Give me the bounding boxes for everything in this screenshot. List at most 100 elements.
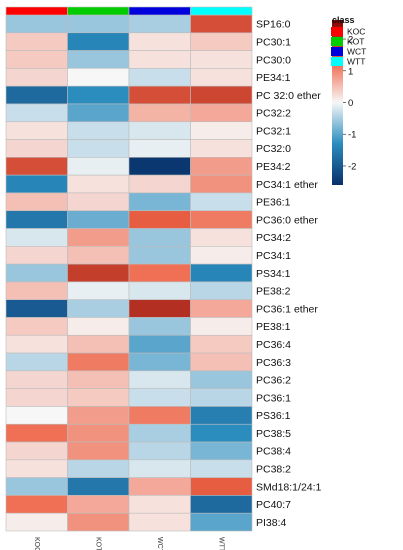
heatmap-cell xyxy=(67,14,130,34)
heatmap-cell xyxy=(128,388,191,407)
heatmap-cell xyxy=(190,85,253,105)
row-label: PE34:2 xyxy=(256,161,291,173)
heatmap-cell xyxy=(67,406,130,425)
heatmap-cell xyxy=(5,210,68,229)
heatmap-cell xyxy=(128,139,191,158)
heatmap-cell xyxy=(5,317,68,336)
heatmap-cell xyxy=(67,441,130,461)
heatmap-cell xyxy=(128,281,191,300)
heatmap-cell xyxy=(190,210,253,229)
heatmap-cell xyxy=(5,32,68,51)
heatmap-cell xyxy=(128,299,191,318)
legend-label: WTT xyxy=(347,57,365,67)
heatmap-cell xyxy=(128,477,191,496)
heatmap-cell xyxy=(67,139,130,158)
heatmap-cell xyxy=(5,495,68,514)
heatmap-cell xyxy=(5,50,68,69)
heatmap-cell xyxy=(5,406,68,425)
class-legend-title: class xyxy=(332,15,355,25)
heatmap-cell xyxy=(190,192,253,212)
heatmap-cell xyxy=(190,68,253,87)
heatmap-cell xyxy=(128,495,191,514)
heatmap-cell xyxy=(5,423,68,443)
heatmap-cell xyxy=(190,423,253,443)
row-label: PC30:0 xyxy=(256,54,291,66)
heatmap-cell xyxy=(190,317,253,336)
heatmap-cell xyxy=(67,228,130,247)
color-scale-tick-label: -2 xyxy=(348,161,356,172)
row-label: PC36:4 xyxy=(256,339,291,351)
row-label: PS34:1 xyxy=(256,268,291,280)
heatmap-cell xyxy=(190,388,253,407)
heatmap-cell xyxy=(67,477,130,496)
heatmap-cell xyxy=(5,85,68,105)
heatmap-cell xyxy=(5,139,68,158)
heatmap-cell xyxy=(67,246,130,265)
heatmap-cell xyxy=(67,121,130,140)
heatmap-cell xyxy=(67,370,130,389)
heatmap-cell xyxy=(128,50,191,69)
heatmap-cell xyxy=(190,228,253,247)
heatmap-cell xyxy=(190,174,253,194)
heatmap-cell xyxy=(190,157,253,176)
heatmap-cell xyxy=(67,157,130,176)
class-bar-segment xyxy=(67,6,130,16)
heatmap-cell xyxy=(190,50,253,69)
row-label: PC36:1 ether xyxy=(256,303,318,315)
row-label: SP16:0 xyxy=(256,19,291,31)
class-annotation-bar xyxy=(5,6,253,16)
legend-swatch xyxy=(331,57,343,66)
heatmap-cell xyxy=(128,246,191,265)
row-labels: SP16:0 PC30:1 PC30:0 PE34:1 PC 32:0 ether PC3… xyxy=(256,19,322,529)
heatmap-cell xyxy=(5,388,68,407)
heatmap-cell xyxy=(67,192,130,212)
color-scale-tick-label: 0 xyxy=(348,98,353,109)
heatmap-cell xyxy=(67,352,130,372)
color-scale: 2 1 0 -1 -2 xyxy=(332,20,356,185)
row-label: SMd18:1/24:1 xyxy=(256,481,322,493)
row-label: PC32:2 xyxy=(256,108,291,120)
heatmap-cell xyxy=(128,192,191,212)
heatmap-cell xyxy=(190,406,253,425)
heatmap-cell xyxy=(128,423,191,443)
heatmap-cell xyxy=(67,388,130,407)
heatmap-cell xyxy=(5,103,68,123)
column-labels: KOC KOT WCT WTT xyxy=(33,537,225,550)
row-label: PC40:7 xyxy=(256,499,291,511)
heatmap-cell xyxy=(5,370,68,389)
color-scale-bar xyxy=(332,20,343,185)
heatmap-cell xyxy=(190,32,253,51)
row-label: PI38:4 xyxy=(256,517,287,529)
heatmap-cell xyxy=(128,334,191,354)
heatmap-cell xyxy=(128,228,191,247)
heatmap-cell xyxy=(5,334,68,354)
heatmap-cell xyxy=(128,370,191,389)
heatmap-cell xyxy=(190,103,253,123)
heatmap-cell xyxy=(67,334,130,354)
heatmap-cell xyxy=(190,121,253,140)
heatmap-cell xyxy=(5,68,68,87)
color-scale-tick-label: 1 xyxy=(348,66,353,77)
row-label: PE34:1 xyxy=(256,72,291,84)
heatmap-cell xyxy=(128,352,191,372)
heatmap-cell xyxy=(128,406,191,425)
row-label: PC38:2 xyxy=(256,464,291,476)
heatmap-cell xyxy=(5,352,68,372)
heatmap-cell xyxy=(5,228,68,247)
legend-label: KOC xyxy=(347,27,365,37)
heatmap-cell xyxy=(190,14,253,34)
heatmap-cell xyxy=(5,477,68,496)
heatmap-cell xyxy=(190,459,253,478)
heatmap-cell xyxy=(190,299,253,318)
row-label: PC38:4 xyxy=(256,446,291,458)
heatmap-cell xyxy=(5,512,68,532)
row-label: PC36:3 xyxy=(256,357,291,369)
row-label: PC38:5 xyxy=(256,428,291,440)
color-scale-tick-label: 2 xyxy=(348,35,353,46)
heatmap-cell xyxy=(67,317,130,336)
column-label: WTT xyxy=(217,537,224,550)
class-bar-segment xyxy=(190,6,253,16)
heatmap-cell xyxy=(128,103,191,123)
heatmap-cell xyxy=(67,174,130,194)
